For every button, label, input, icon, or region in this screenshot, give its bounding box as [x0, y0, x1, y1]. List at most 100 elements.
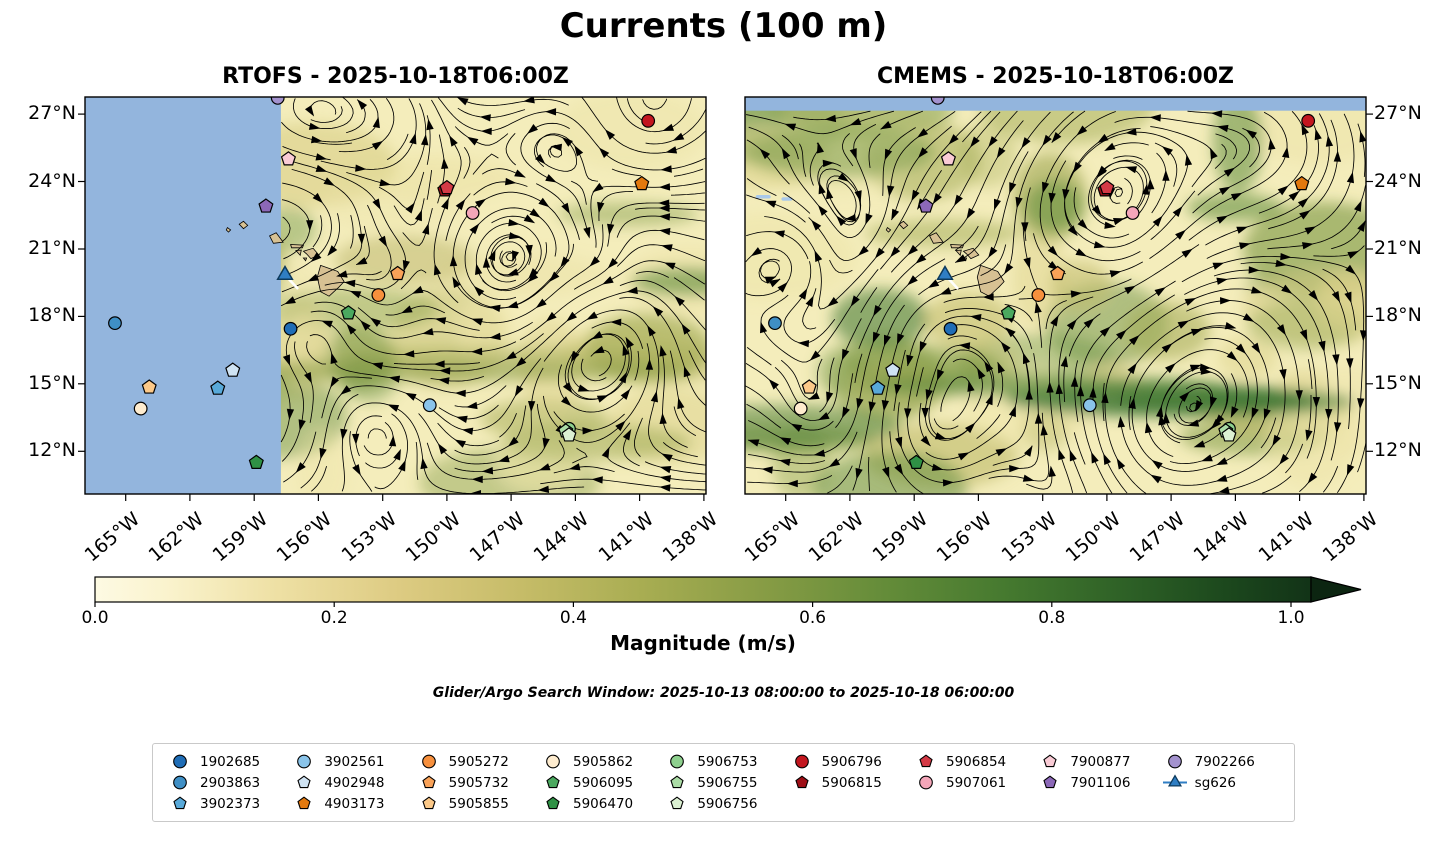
- marker-5905732: [1050, 265, 1066, 281]
- pentagon-marker-icon: [422, 775, 436, 789]
- marker-5906470: [908, 454, 924, 469]
- marker-5906095: [340, 305, 356, 320]
- legend-label: 5906796: [821, 753, 882, 770]
- marker-5906854: [1099, 179, 1115, 195]
- pentagon-marker-icon: [297, 775, 311, 789]
- legend-label: 2903863: [200, 774, 261, 791]
- legend-column: 7900877 7901106: [1037, 751, 1155, 814]
- marker-3902373: [210, 380, 226, 395]
- colorbar-label: Magnitude (m/s): [610, 631, 796, 655]
- legend-item-1902685: 1902685: [167, 751, 285, 772]
- legend-item-5905732: 5905732: [416, 772, 534, 793]
- legend-column: 3902561 4902948 4903173: [291, 751, 409, 814]
- legend-label: 5906815: [821, 774, 882, 791]
- map-content: [745, 97, 1366, 494]
- colorbar-tick-label: 0.0: [81, 608, 109, 628]
- legend-item-7902266: 7902266: [1162, 751, 1280, 772]
- lat-tick-label: 24°N: [28, 169, 76, 192]
- lat-tick-label: 21°N: [1374, 236, 1422, 259]
- island-hawaii: [976, 264, 1005, 297]
- lat-tick-label: 27°N: [28, 102, 76, 125]
- island-niihau: [885, 226, 892, 233]
- float-markers: [768, 97, 1316, 469]
- legend-label: 7901106: [1070, 774, 1131, 791]
- legend-item-5906753: 5906753: [664, 751, 782, 772]
- legend-label: 5905855: [448, 795, 509, 812]
- legend-column: 1902685 2903863 3902373: [167, 751, 285, 814]
- marker-5906796: [1301, 113, 1316, 128]
- colorbar-tick-label: 0.6: [799, 608, 827, 628]
- marker-7902266: [270, 97, 285, 105]
- island-oahu: [929, 232, 944, 244]
- marker-2903863: [108, 316, 122, 331]
- circle-marker-icon: [670, 754, 685, 769]
- pentagon-marker-icon: [1043, 754, 1057, 768]
- legend-label: 5906753: [697, 753, 758, 770]
- legend-item-5906095: 5906095: [540, 772, 658, 793]
- panel-title-cmems: CMEMS - 2025-10-18T06:00Z: [877, 64, 1234, 89]
- legend-item-5906815: 5906815: [789, 772, 907, 793]
- legend-label: 5905272: [448, 753, 509, 770]
- legend-item-5906854: 5906854: [913, 751, 1031, 772]
- legend-label: 5906755: [697, 774, 758, 791]
- pentagon-marker-icon: [670, 775, 684, 789]
- hawaiian-islands: [225, 220, 345, 297]
- island-lanai: [295, 249, 302, 257]
- marker-5907061: [1125, 206, 1140, 220]
- marker-sg626: [276, 265, 294, 281]
- tick-marks: [78, 113, 705, 501]
- legend-item-5905862: 5905862: [540, 751, 658, 772]
- legend-item-7900877: 7900877: [1037, 751, 1155, 772]
- legend-label: 7902266: [1194, 753, 1255, 770]
- colorbar-tick-label: 0.4: [559, 608, 587, 628]
- legend-item-4902948: 4902948: [291, 772, 409, 793]
- circle-marker-icon: [546, 754, 560, 769]
- legend-column: 7902266 sg626: [1162, 751, 1280, 814]
- pentagon-marker-icon: [795, 775, 809, 789]
- island-lanai: [955, 249, 962, 257]
- pentagon-marker-icon: [919, 754, 933, 768]
- colorbar-gradient: [94, 576, 1312, 603]
- marker-1902685: [943, 321, 958, 336]
- marker-4902948: [885, 362, 901, 377]
- legend-label: 5905862: [573, 753, 634, 770]
- legend-column: 5905272 5905732 5905855: [416, 751, 534, 814]
- search-window-subtitle: Glider/Argo Search Window: 2025-10-13 08…: [432, 685, 1015, 701]
- legend-label: 3902373: [200, 795, 261, 812]
- marker-5906470: [248, 454, 264, 469]
- marker-5905855: [801, 379, 817, 394]
- rtofs-map: [78, 96, 707, 501]
- legend-label: 5906854: [946, 753, 1007, 770]
- marker-5906756: [1221, 427, 1237, 442]
- marker-4903173: [1294, 175, 1310, 191]
- legend-item-sg626: sg626: [1162, 772, 1280, 793]
- pentagon-marker-icon: [670, 796, 684, 810]
- lat-tick-label: 24°N: [1374, 169, 1422, 192]
- lat-tick-label: 18°N: [28, 304, 76, 327]
- circle-marker-icon: [919, 775, 933, 790]
- island-molokai: [290, 244, 304, 249]
- marker-5905862: [133, 401, 148, 416]
- colorbar-extend-arrow: [1310, 576, 1362, 603]
- circle-marker-icon: [173, 754, 187, 769]
- legend-label: 5906095: [573, 774, 634, 791]
- marker-5906854: [439, 179, 455, 195]
- legend-column: 5906854 5907061: [913, 751, 1031, 814]
- legend-item-5906756: 5906756: [664, 793, 782, 814]
- island-niihau: [225, 226, 232, 233]
- marker-5905272: [1031, 288, 1046, 302]
- marker-4903173: [634, 175, 650, 191]
- legend-item-5906796: 5906796: [789, 751, 907, 772]
- marker-5907061: [465, 206, 480, 220]
- legend-label: 1902685: [200, 753, 261, 770]
- lat-tick-label: 12°N: [1374, 439, 1422, 462]
- legend-label: 7900877: [1070, 753, 1131, 770]
- island-kahoolawe: [302, 257, 308, 262]
- marker-7900877: [280, 151, 296, 166]
- legend-item-5905272: 5905272: [416, 751, 534, 772]
- marker-4902948: [225, 362, 241, 377]
- legend-item-4903173: 4903173: [291, 793, 409, 814]
- marker-2903863: [768, 316, 782, 331]
- triangle-marker-icon: [1162, 774, 1187, 787]
